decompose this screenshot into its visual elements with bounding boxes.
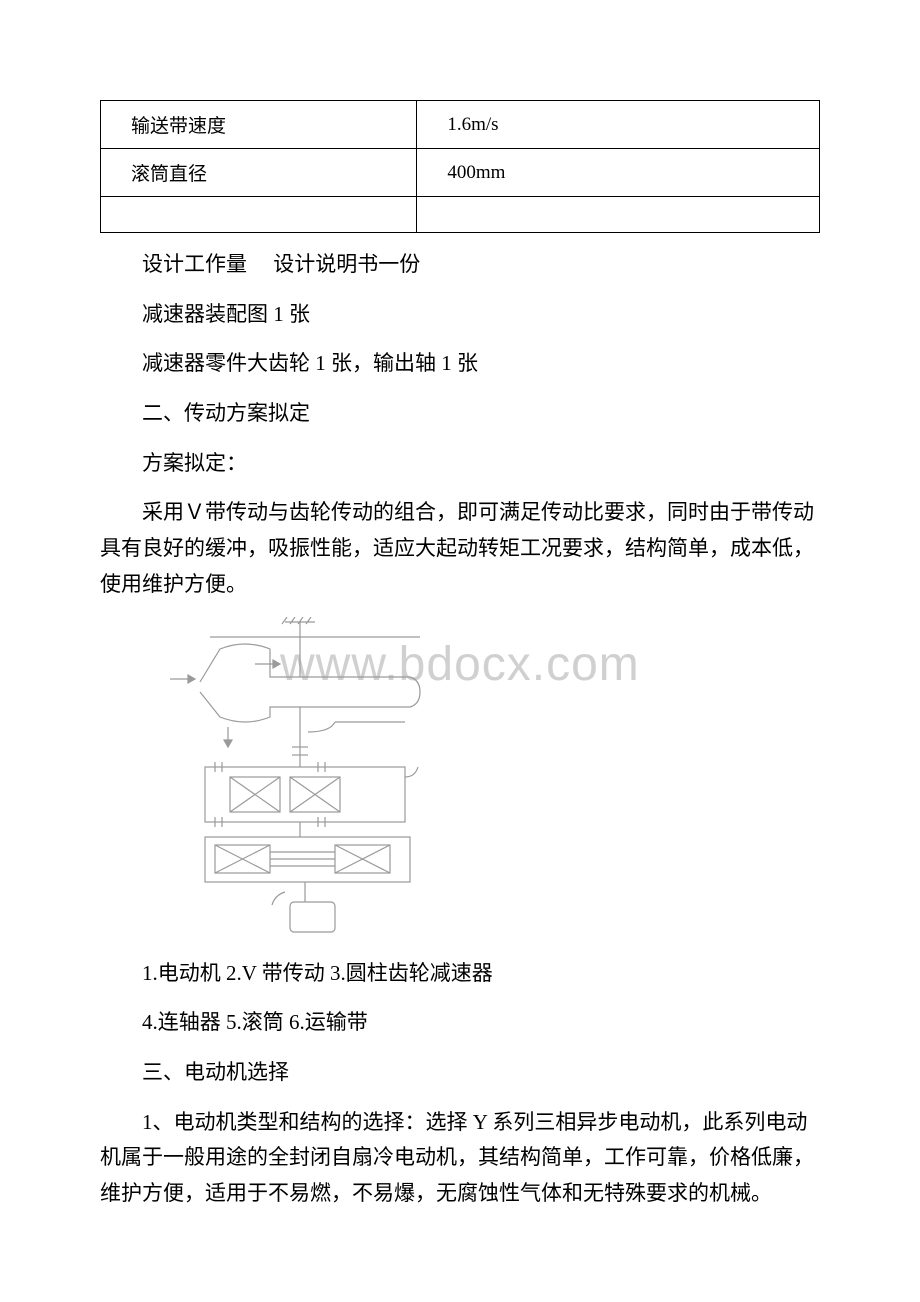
table-cell-value: 400mm	[417, 149, 820, 197]
table-row: 滚筒直径 400mm	[101, 149, 820, 197]
table-cell-value: 1.6m/s	[417, 101, 820, 149]
transmission-diagram: www.bdocx.com	[160, 617, 820, 942]
spec-table: 输送带速度 1.6m/s 滚筒直径 400mm	[100, 100, 820, 233]
diagram-svg	[160, 617, 440, 937]
table-cell-empty	[101, 197, 417, 233]
table-cell-empty	[417, 197, 820, 233]
table-cell-label: 滚筒直径	[101, 149, 417, 197]
table-row-empty	[101, 197, 820, 233]
section-heading-transmission: 二、传动方案拟定	[100, 396, 820, 432]
scheme-description: 采用Ｖ带传动与齿轮传动的组合，即可满足传动比要求，同时由于带传动具有良好的缓冲，…	[100, 495, 820, 602]
legend-line-1: 1.电动机 2.V 带传动 3.圆柱齿轮减速器	[100, 956, 820, 992]
table-cell-label: 输送带速度	[101, 101, 417, 149]
parts-drawing-line: 减速器零件大齿轮 1 张，输出轴 1 张	[100, 346, 820, 382]
assembly-drawing-line: 减速器装配图 1 张	[100, 297, 820, 333]
motor-selection-para: 1、电动机类型和结构的选择：选择 Y 系列三相异步电动机，此系列电动机属于一般用…	[100, 1105, 820, 1212]
table-row: 输送带速度 1.6m/s	[101, 101, 820, 149]
section-heading-motor: 三、电动机选择	[100, 1055, 820, 1091]
legend-line-2: 4.连轴器 5.滚筒 6.运输带	[100, 1005, 820, 1041]
design-workload-line: 设计工作量 设计说明书一份	[100, 247, 820, 283]
scheme-label: 方案拟定：	[100, 446, 820, 482]
